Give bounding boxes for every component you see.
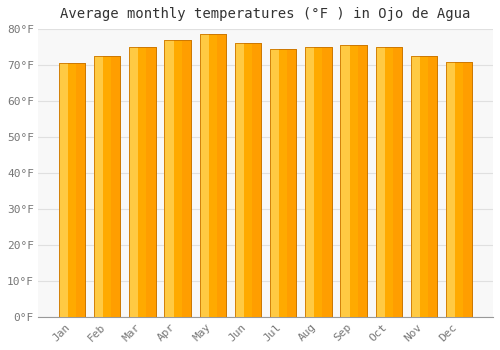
Bar [446, 62, 455, 317]
Bar [446, 62, 472, 317]
Title: Average monthly temperatures (°F ) in Ojo de Agua: Average monthly temperatures (°F ) in Oj… [60, 7, 471, 21]
Bar [340, 45, 349, 317]
Bar [59, 63, 85, 317]
Bar [94, 56, 103, 317]
Bar [59, 63, 85, 317]
Bar [340, 45, 367, 317]
Bar [411, 56, 420, 317]
Bar [235, 43, 261, 317]
Bar [340, 45, 367, 317]
Bar [376, 47, 402, 317]
Bar [428, 56, 437, 317]
Bar [146, 47, 156, 317]
Bar [200, 34, 226, 317]
Bar [252, 43, 261, 317]
Bar [164, 40, 173, 317]
Bar [129, 47, 138, 317]
Bar [164, 40, 191, 317]
Bar [59, 63, 68, 317]
Bar [411, 56, 437, 317]
Bar [463, 62, 472, 317]
Bar [164, 40, 191, 317]
Bar [305, 47, 332, 317]
Bar [270, 49, 279, 317]
Bar [235, 43, 244, 317]
Bar [200, 34, 226, 317]
Bar [305, 47, 314, 317]
Bar [287, 49, 296, 317]
Bar [411, 56, 437, 317]
Bar [182, 40, 191, 317]
Bar [322, 47, 332, 317]
Bar [94, 56, 120, 317]
Bar [111, 56, 120, 317]
Bar [235, 43, 261, 317]
Bar [216, 34, 226, 317]
Bar [129, 47, 156, 317]
Bar [446, 62, 472, 317]
Bar [305, 47, 332, 317]
Bar [200, 34, 209, 317]
Bar [76, 63, 85, 317]
Bar [270, 49, 296, 317]
Bar [94, 56, 120, 317]
Bar [129, 47, 156, 317]
Bar [358, 45, 367, 317]
Bar [270, 49, 296, 317]
Bar [376, 47, 402, 317]
Bar [376, 47, 385, 317]
Bar [392, 47, 402, 317]
